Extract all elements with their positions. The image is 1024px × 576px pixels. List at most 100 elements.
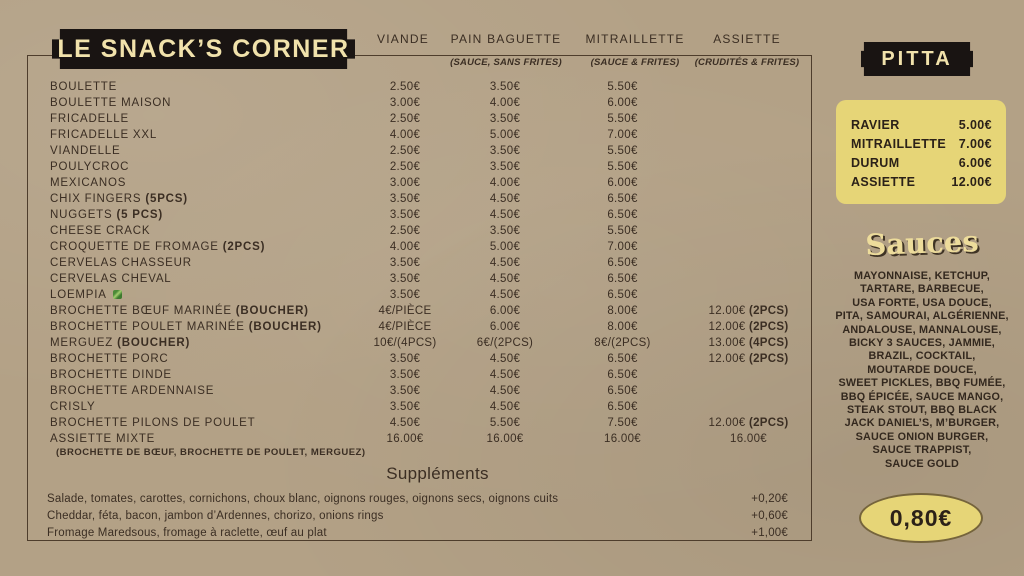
price-mitraillette: 5.50€ [607,113,638,125]
price-mitraillette: 7.00€ [607,129,638,141]
price-assiette: 16.00€ [730,433,767,445]
pitta-item-price: 5.00€ [958,117,992,132]
menu-item-name-text: BROCHETTE ARDENNAISE [50,385,215,397]
pitta-item-price: 7.00€ [958,136,992,151]
menu-item-row: CHEESE CRACK 2.50€ 3.50€ 5.50€ [27,223,812,239]
price-viande: 10€/(4PCS) [373,337,437,349]
pitta-item-label: DURUM [851,155,900,170]
menu-item-name-text: BROCHETTE PORC [50,353,169,365]
supplements-list: Salade, tomates, carottes, cornichons, c… [47,490,788,541]
menu-item-row: VIANDELLE 2.50€ 3.50€ 5.50€ [27,143,812,159]
restaurant-title: LE SNACK’S CORNER [57,34,350,63]
menu-item-row: CERVELAS CHASSEUR 3.50€ 4.50€ 6.50€ [27,255,812,271]
menu-item-name-text: CERVELAS CHEVAL [50,273,172,285]
sauces-line: SWEET PICKLES, BBQ FUMÉE, [838,377,1006,390]
price-viande: 4.00€ [389,129,421,141]
menu-item-name: CERVELAS CHASSEUR [27,257,360,269]
price-mitraillette: 5.50€ [607,225,638,237]
menu-item-name-text: CERVELAS CHASSEUR [50,257,192,269]
sauces-list: MAYONNAISE, KETCHUP, TARTARE, BARBECUE, US… [820,270,1024,471]
price-mitraillette: 6.00€ [607,97,638,109]
sauces-line: BBQ ÉPICÉE, SAUCE MANGO, [840,390,1004,403]
price-assiette-value: 12.00€ [708,321,749,333]
price-viande: 4.00€ [389,241,421,253]
supplement-ingredients: Cheddar, féta, bacon, jambon d’Ardennes,… [47,509,384,522]
sauce-price: 0,80€ [889,504,953,531]
menu-item-name-text: FRICADELLE [50,113,129,125]
menu-item-name: FRICADELLE [27,113,360,125]
price-pain-baguette: 4.50€ [489,369,521,381]
menu-item-name: BOULETTE [27,81,360,93]
sauces-line: TARTARE, BARBECUE, [860,283,984,296]
column-header: MITRAILLETTE [585,32,685,46]
menu-item-name-text: LOEMPIA [50,289,107,301]
price-mitraillette: 8.00€ [607,321,638,333]
menu-item-name-text: BOULETTE [50,81,118,93]
sauce-price-badge: 0,80€ [859,493,983,543]
price-pain-baguette: 3.50€ [489,225,521,237]
menu-item-row: CERVELAS CHEVAL 3.50€ 4.50€ 6.50€ [27,271,812,287]
price-mitraillette: 7.50€ [607,417,638,429]
menu-item-name: BROCHETTE POULET MARINÉE (BOUCHER) [27,321,360,333]
menu-item-name: CROQUETTE DE FROMAGE (2PCS) [27,241,360,253]
price-mitraillette: 5.50€ [607,145,638,157]
restaurant-title-badge: LE SNACK’S CORNER [52,29,355,69]
menu-item-name: MERGUEZ (BOUCHER) [27,337,360,349]
pitta-item-price: 6.00€ [958,155,992,170]
price-assiette-detail: (4PCS) [748,337,789,349]
menu-item-row: FRICADELLE 2.50€ 3.50€ 5.50€ [27,111,812,127]
price-mitraillette: 6.50€ [607,193,638,205]
price-pain-baguette: 3.50€ [489,145,521,157]
supplement-ingredients: Fromage Maredsous, fromage à raclette, œ… [47,526,327,539]
price-pain-baguette: 4.50€ [489,401,521,413]
menu-item-row: MEXICANOS 3.00€ 4.00€ 6.00€ [27,175,812,191]
price-mitraillette: 6.50€ [607,289,638,301]
price-assiette-detail: (2PCS) [748,353,789,365]
price-pain-baguette: 4.50€ [489,289,521,301]
menu-item-name-text: CROQUETTE DE FROMAGE [50,241,219,253]
menu-item-row: BROCHETTE PORC 3.50€ 4.50€ 6.50€ 12.00€ (2PC… [27,351,812,367]
price-mitraillette: 6.50€ [607,385,638,397]
menu-item-name-text: FRICADELLE XXL [50,129,158,141]
price-viande: 3.50€ [389,257,421,269]
menu-item-name: CHIX FINGERS (5PCS) [27,193,360,205]
menu-item-name-text: NUGGETS [50,209,113,221]
pitta-price-row: DURUM 6.00€ [851,153,992,172]
sauces-line: USA FORTE, USA DOUCE, [852,296,992,309]
supplement-row: Fromage Maredsous, fromage à raclette, œ… [47,524,788,541]
pitta-item-price: 12.00€ [951,174,992,189]
menu-item-name-text: CHEESE CRACK [50,225,151,237]
sauces-line: STEAK STOUT, BBQ BLACK [847,404,997,417]
price-pain-baguette: 5.50€ [489,417,521,429]
price-mitraillette: 5.50€ [607,81,638,93]
menu-item-name: CHEESE CRACK [27,225,360,237]
price-viande: 4€/PIÈCE [378,321,432,333]
menu-item-row: NUGGETS (5 PCS) 3.50€ 4.50€ 6.50€ [27,207,812,223]
price-assiette: 12.00€ (2PCS) [685,353,812,365]
sauces-line: ANDALOUSE, MANNALOUSE, [842,323,1002,336]
menu-item-name-detail: (5 PCS) [112,209,163,221]
sauces-line: BRAZIL, COCKTAIL, [868,350,976,363]
menu-item-row: BROCHETTE ARDENNAISE 3.50€ 4.50€ 6.50€ [27,383,812,399]
price-pain-baguette: 5.00€ [489,129,521,141]
menu-item-name: BROCHETTE PORC [27,353,360,365]
menu-item-row: ASSIETTE MIXTE 16.00€ 16.00€ 16.00€ 16.00€ [27,431,812,447]
pitta-price-row: ASSIETTE 12.00€ [851,172,992,191]
column-subheader: (SAUCE & FRITES) [590,57,680,68]
price-pain-baguette: 6.00€ [489,321,521,333]
price-assiette-detail: (2PCS) [748,417,789,429]
price-mitraillette: 8€/(2PCS) [594,337,651,349]
price-viande: 3.50€ [389,385,421,397]
menu-item-name-detail: (5PCS) [141,193,188,205]
supplement-price: +1,00€ [751,526,788,539]
pitta-item-label: MITRAILLETTE [851,136,947,151]
price-viande: 3.50€ [389,289,421,301]
price-viande: 3.00€ [389,177,421,189]
price-pain-baguette: 3.50€ [489,113,521,125]
price-pain-baguette: 6€/(2PCS) [476,337,534,349]
menu-item-name-text: BROCHETTE BŒUF MARINÉE [50,305,232,317]
menu-item-name: NUGGETS (5 PCS) [27,209,360,221]
menu-item-name-text: BROCHETTE DINDE [50,369,172,381]
menu-item-row: BROCHETTE PILONS DE POULET 4.50€ 5.50€ 7.50… [27,415,812,431]
menu-item-name: LOEMPIA [27,289,360,301]
